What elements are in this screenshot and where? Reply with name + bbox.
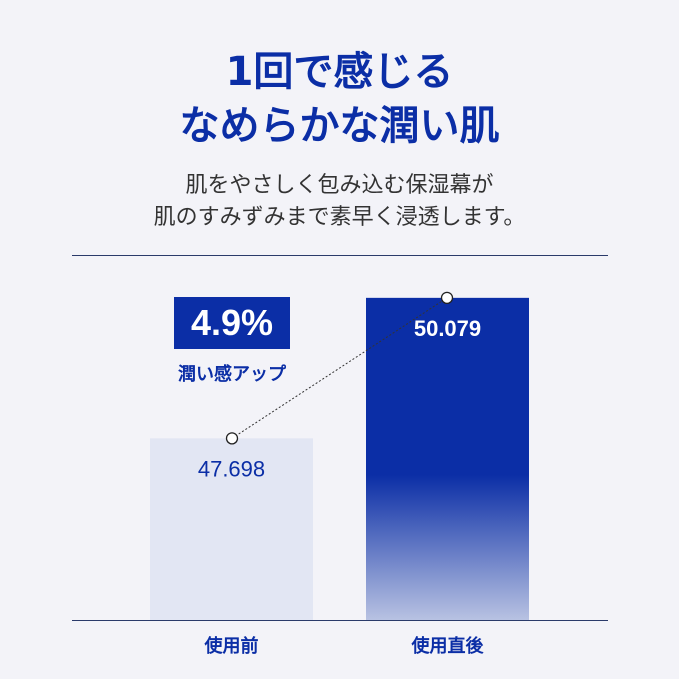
baseline xyxy=(72,620,608,621)
point-marker-0 xyxy=(225,432,239,445)
data-label-0: 47.698 xyxy=(198,456,265,481)
top-divider xyxy=(72,255,608,256)
increase-badge: 4.9% xyxy=(174,297,290,349)
data-label-1: 50.079 xyxy=(414,316,481,341)
title-line-1: 1回で感じる xyxy=(225,49,454,95)
bar-1 xyxy=(366,297,529,620)
category-label-before: 使用前 xyxy=(204,636,259,657)
point-marker-1 xyxy=(440,291,454,304)
increase-label: 潤い感アップ xyxy=(178,364,286,385)
connector-line xyxy=(231,297,448,439)
title-line-2: なめらかな潤い肌 xyxy=(179,103,500,149)
category-label-after: 使用直後 xyxy=(411,636,484,657)
subtitle-line-1: 肌をやさしく包み込む保湿幕が xyxy=(185,173,494,198)
bar-0 xyxy=(150,438,313,620)
subtitle-line-2: 肌のすみずみまで素早く浸透します。 xyxy=(153,205,526,230)
